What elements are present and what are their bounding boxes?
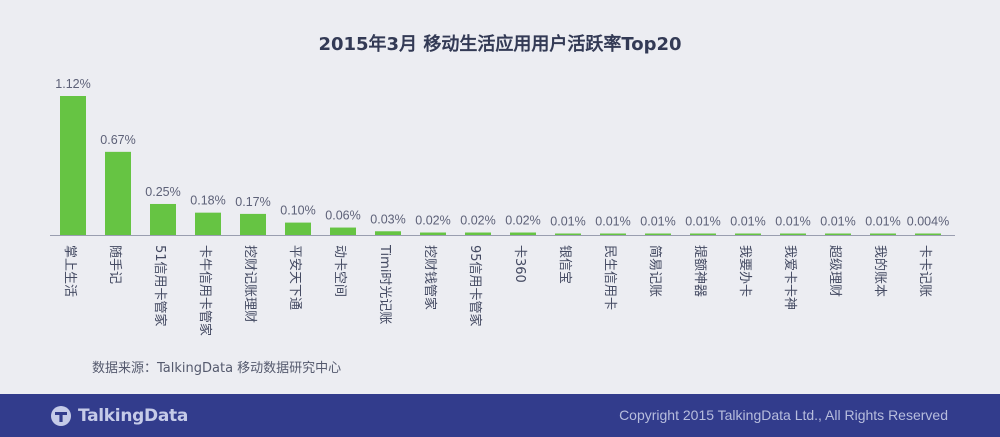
bar-7	[375, 231, 401, 235]
data-label-8: 0.02%	[415, 214, 450, 228]
bar-12	[600, 233, 626, 235]
data-label-17: 0.01%	[820, 215, 855, 229]
data-label-19: 0.004%	[907, 215, 949, 229]
footer-copyright: Copyright 2015 TalkingData Ltd., All Rig…	[619, 407, 948, 423]
category-label-9: 95信用卡管家	[467, 245, 483, 327]
bar-6	[330, 227, 356, 235]
bar-14	[690, 233, 716, 235]
bar-4	[240, 213, 266, 235]
data-label-18: 0.01%	[865, 215, 900, 229]
category-label-15: 我要办卡	[737, 245, 752, 297]
data-source-note: 数据来源：TalkingData 移动数据研究中心	[92, 361, 342, 376]
category-label-19: 卡卡记账	[917, 245, 932, 297]
bar-9	[465, 232, 491, 235]
category-label-13: 简易记账	[647, 245, 663, 297]
data-label-6: 0.06%	[325, 209, 360, 223]
category-label-5: 平安天下通	[287, 245, 302, 310]
category-label-18: 我的账本	[872, 245, 888, 297]
bar-1	[105, 151, 131, 235]
category-label-14: 提额神器	[692, 245, 708, 297]
data-label-4: 0.17%	[235, 195, 270, 209]
bar-19	[915, 233, 941, 235]
category-label-11: 银信宝	[557, 245, 572, 284]
category-label-17: 超级理财	[827, 245, 842, 297]
footer-bar: TalkingData Copyright 2015 TalkingData L…	[0, 394, 1000, 437]
data-label-3: 0.18%	[190, 194, 225, 208]
bar-0	[60, 96, 86, 235]
data-label-0: 1.12%	[55, 77, 90, 91]
bar-chart: 1.12% 掌上生活 0.67% 随手记 0.25% 51信用卡管家 0.18% 卡牛信用卡管…	[50, 77, 955, 336]
bar-8	[420, 232, 446, 235]
data-label-1: 0.67%	[100, 133, 135, 147]
bar-18	[870, 233, 896, 235]
bar-10	[510, 232, 536, 235]
category-label-12: 民生信用卡	[602, 245, 617, 310]
bar-15	[735, 233, 761, 235]
category-label-7: Timi时光记账	[377, 244, 392, 324]
bar-16	[780, 233, 806, 235]
category-label-8: 挖财钱管家	[422, 245, 438, 310]
bar-17	[825, 233, 851, 235]
category-label-1: 随手记	[107, 245, 122, 284]
category-label-2: 51信用卡管家	[152, 245, 168, 327]
bar-13	[645, 233, 671, 235]
category-label-0: 掌上生活	[62, 245, 77, 297]
category-label-3: 卡牛信用卡管家	[197, 245, 213, 336]
talkingdata-logo-icon	[51, 406, 71, 426]
category-label-6: 动卡空间	[332, 245, 347, 297]
category-label-16: 我爱卡卡神	[782, 245, 797, 310]
data-label-11: 0.01%	[550, 215, 585, 229]
category-label-10: 卡360	[512, 245, 527, 283]
data-label-12: 0.01%	[595, 215, 630, 229]
data-label-14: 0.01%	[685, 215, 720, 229]
data-label-10: 0.02%	[505, 214, 540, 228]
data-label-15: 0.01%	[730, 215, 765, 229]
data-label-7: 0.03%	[370, 212, 405, 226]
data-label-16: 0.01%	[775, 215, 810, 229]
data-label-13: 0.01%	[640, 215, 675, 229]
bar-2	[150, 203, 176, 235]
data-label-2: 0.25%	[145, 185, 180, 199]
footer-logo: TalkingData	[50, 404, 188, 428]
bar-3	[195, 212, 221, 235]
category-label-4: 挖财记账理财	[242, 245, 257, 323]
bar-5	[285, 222, 311, 235]
bar-11	[555, 233, 581, 235]
chart-title: 2015年3月 移动生活应用用户活跃率Top20	[318, 34, 682, 55]
data-label-9: 0.02%	[460, 214, 495, 228]
data-label-5: 0.10%	[280, 204, 315, 218]
footer-logo-text: TalkingData	[78, 406, 188, 426]
